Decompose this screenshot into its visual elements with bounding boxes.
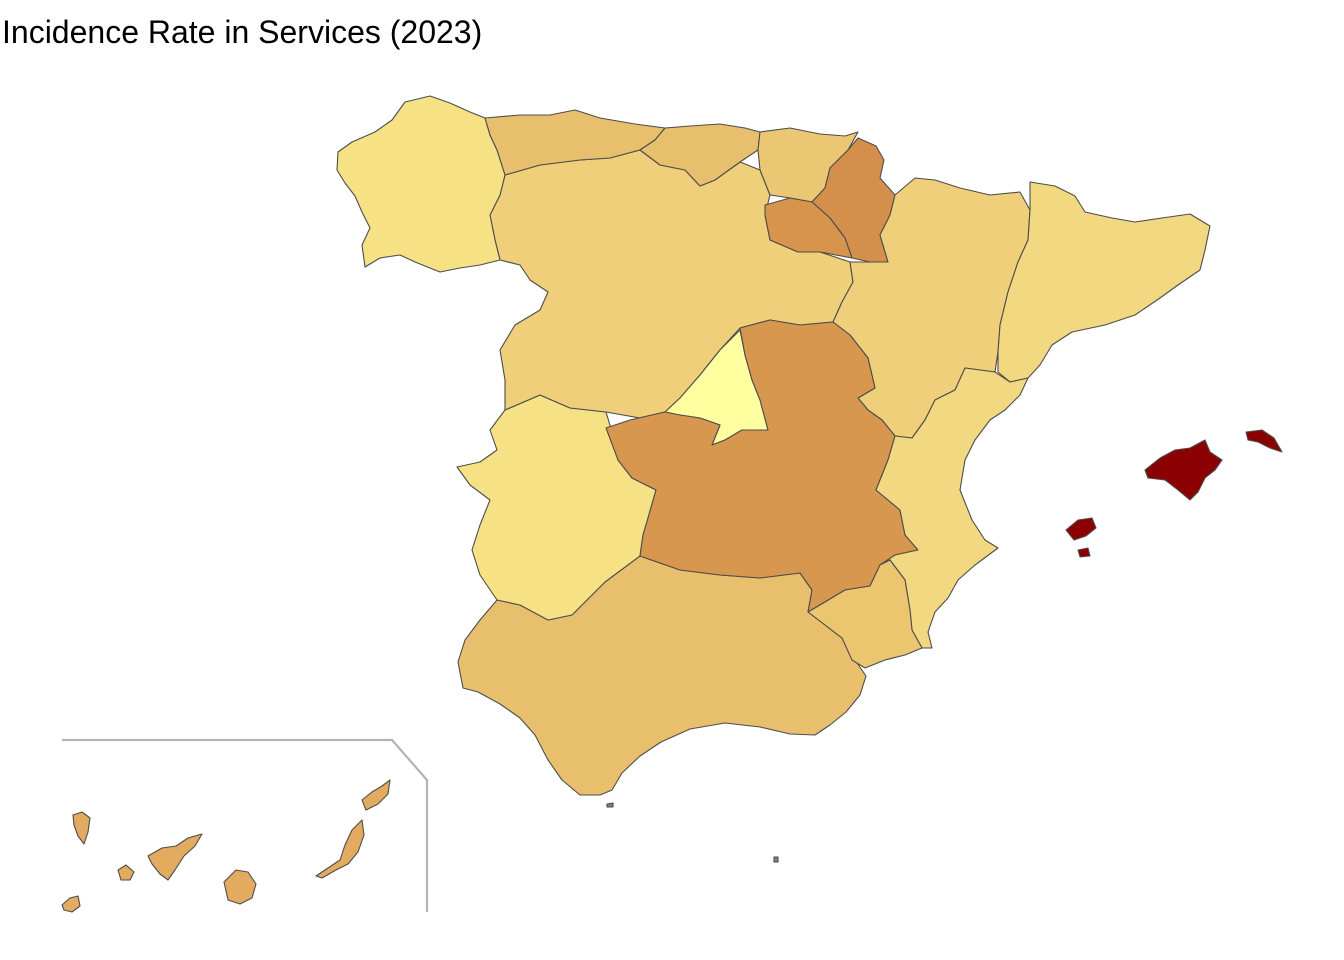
map-title: Incidence Rate in Services (2023) bbox=[2, 14, 483, 50]
region-melilla[interactable] bbox=[773, 856, 779, 863]
region-ceuta[interactable] bbox=[606, 802, 614, 808]
region-galicia[interactable] bbox=[336, 95, 506, 273]
region-canarias[interactable] bbox=[61, 779, 391, 913]
region-castilla-la-mancha[interactable] bbox=[605, 319, 919, 613]
island-formentera[interactable] bbox=[1077, 547, 1091, 558]
island-menorca[interactable] bbox=[1245, 429, 1283, 453]
island-el-hierro[interactable] bbox=[61, 895, 81, 913]
region-cantabria[interactable] bbox=[639, 123, 761, 187]
island-la-gomera[interactable] bbox=[117, 864, 135, 881]
region-comunitat-valenciana[interactable] bbox=[875, 367, 1029, 649]
island-fuerteventura[interactable] bbox=[315, 819, 365, 879]
region-la-rioja[interactable] bbox=[764, 197, 853, 259]
island-ibiza[interactable] bbox=[1065, 517, 1097, 541]
region-baleares[interactable] bbox=[1065, 429, 1283, 558]
island-tenerife[interactable] bbox=[147, 833, 203, 881]
region-cataluna[interactable] bbox=[997, 181, 1211, 383]
island-lanzarote[interactable] bbox=[361, 779, 391, 811]
island-mallorca[interactable] bbox=[1144, 439, 1223, 501]
region-murcia[interactable] bbox=[807, 559, 923, 669]
island-gran-canaria[interactable] bbox=[223, 869, 257, 905]
island-la-palma[interactable] bbox=[72, 811, 91, 845]
canarias-inset-frame bbox=[62, 738, 429, 912]
